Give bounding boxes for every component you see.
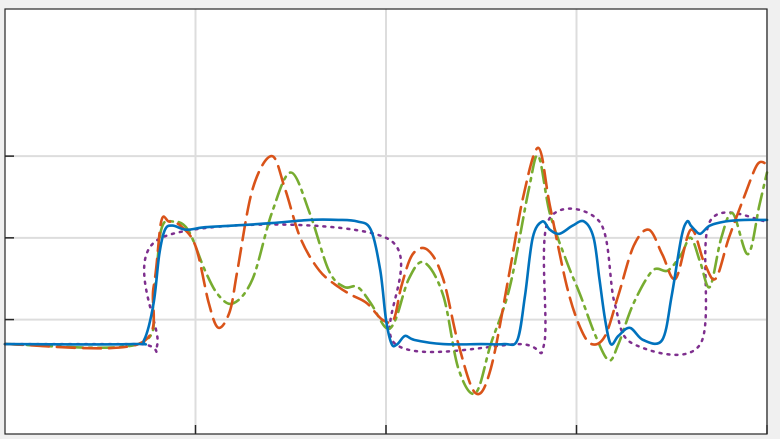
series-line-dotted (3, 207, 769, 357)
series-line-dashed (3, 146, 769, 396)
series-group (3, 146, 769, 396)
series-line-solid (3, 218, 769, 348)
plot-frame (4, 8, 768, 435)
